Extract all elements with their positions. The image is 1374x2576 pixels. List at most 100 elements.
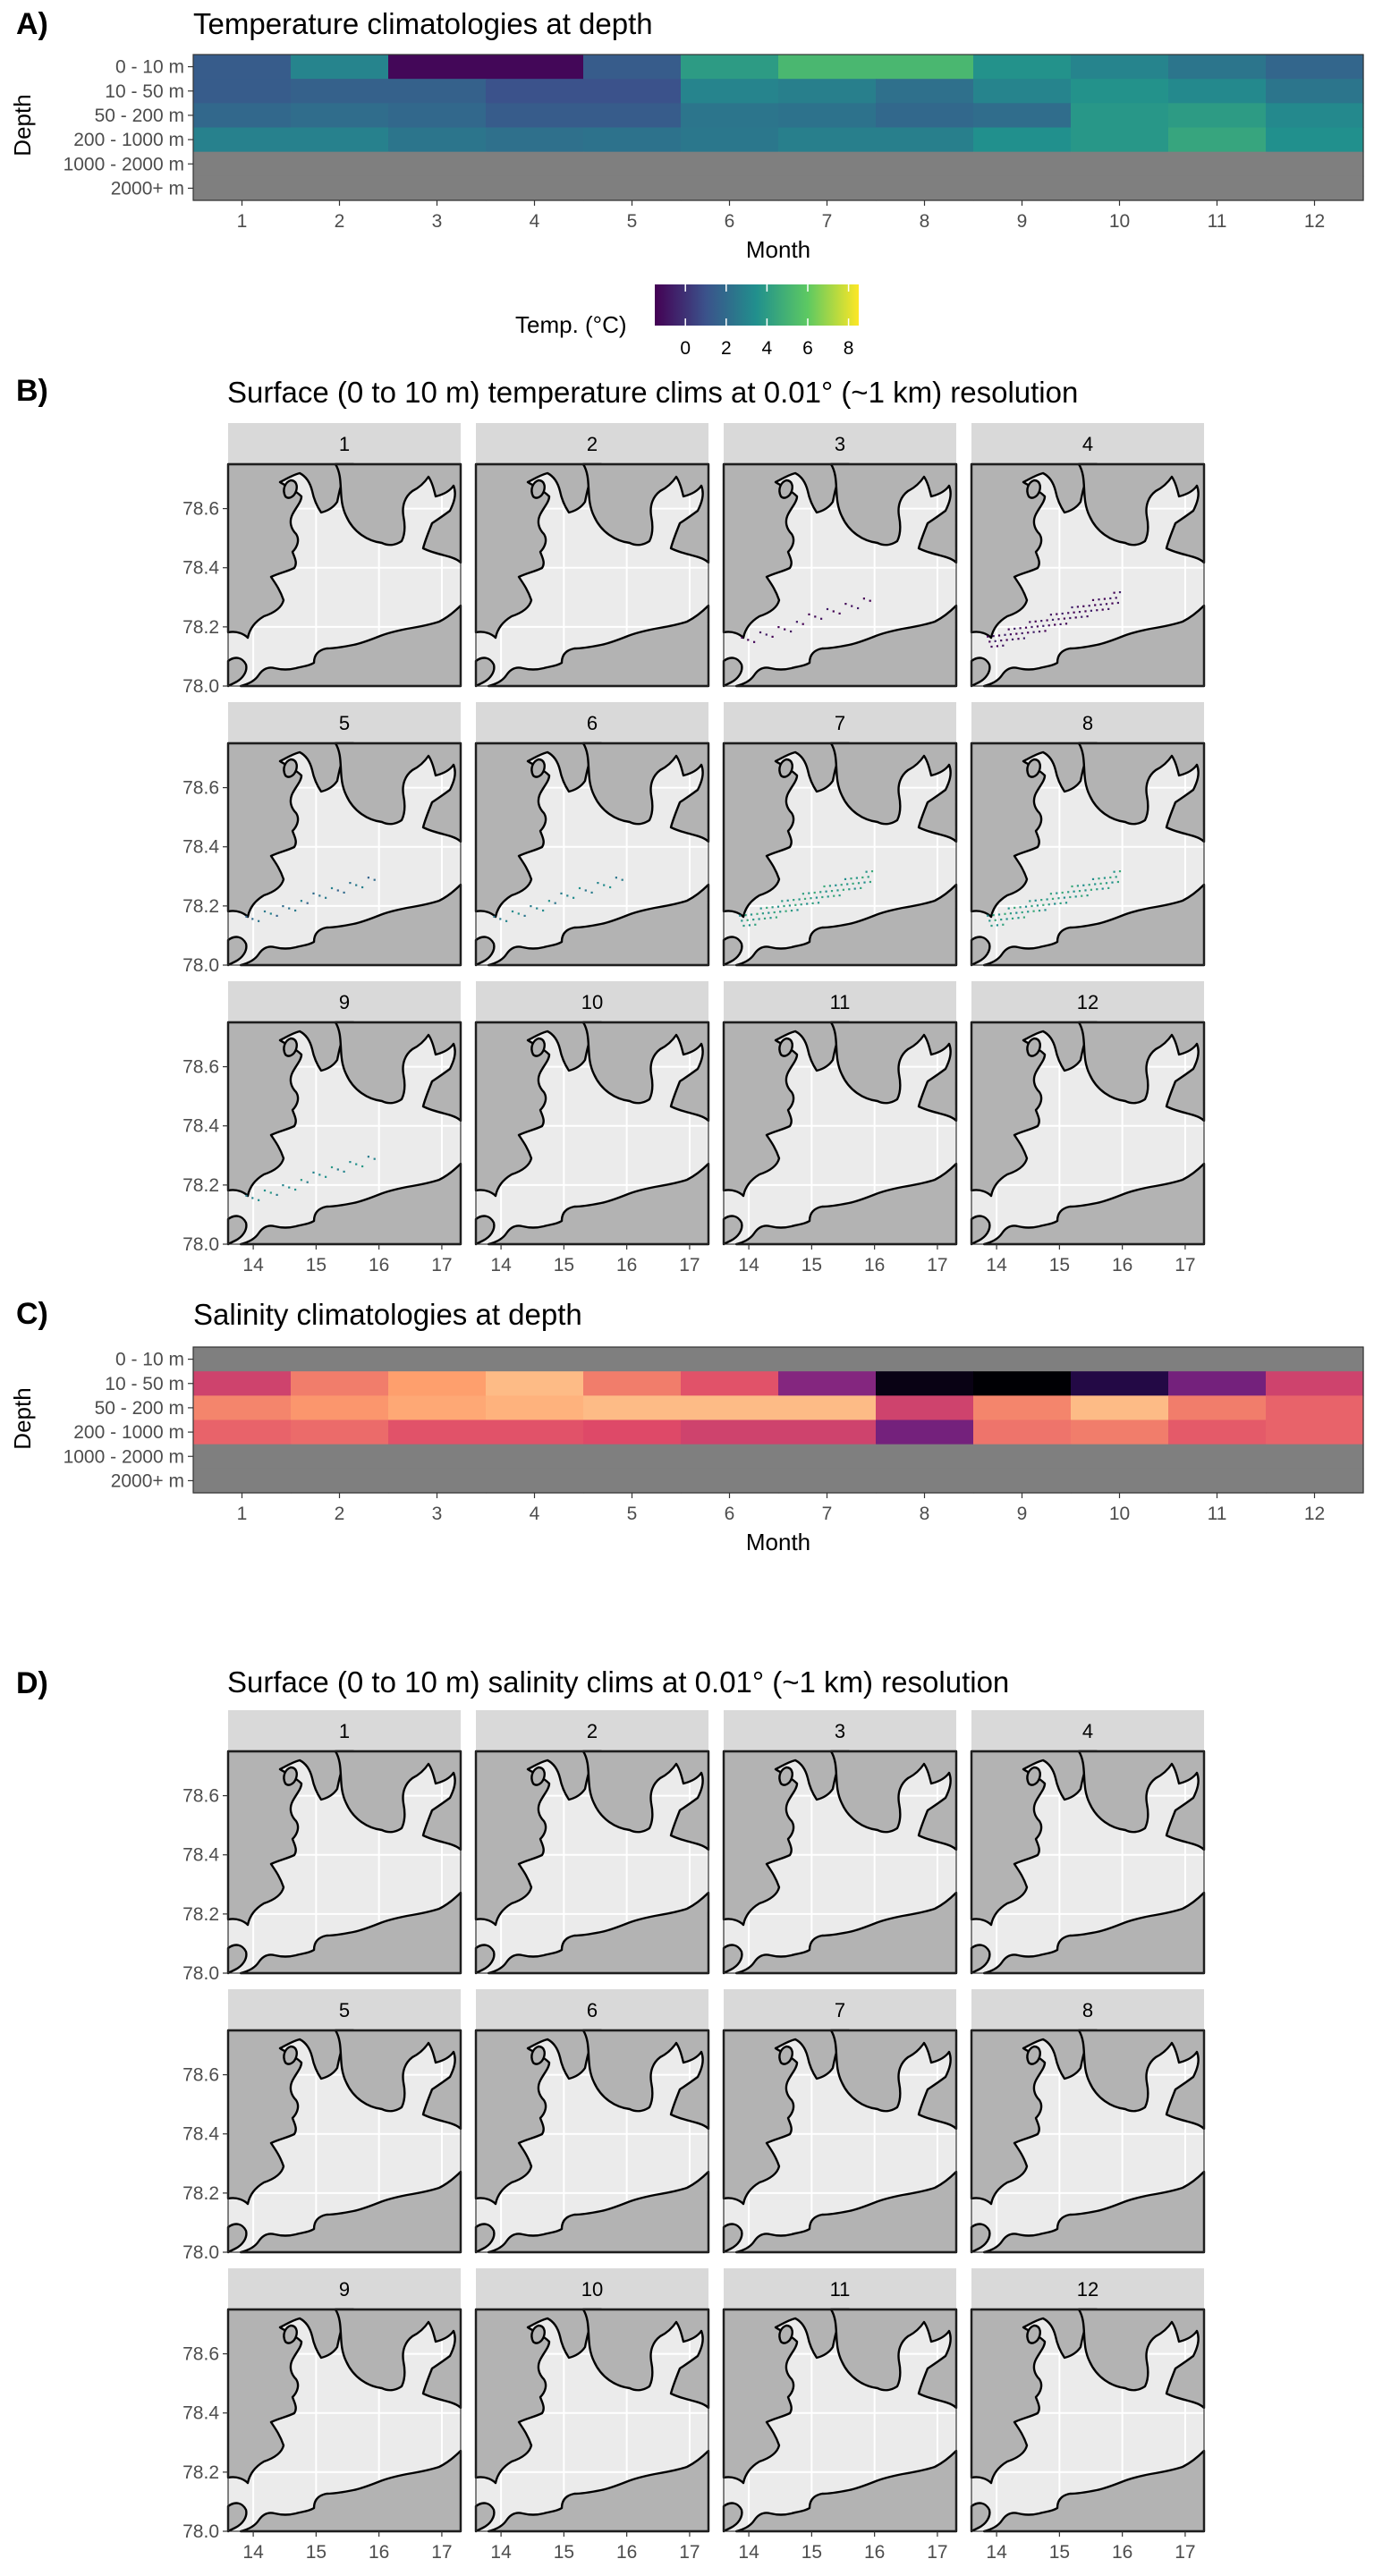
temperature-map-data-point <box>747 639 750 641</box>
temperature-map-data-point <box>759 907 762 910</box>
temperature-map-facet: 4 <box>970 423 1206 688</box>
temperature-map-island <box>778 479 793 499</box>
temperature-heatmap-cell <box>973 127 1072 153</box>
temperature-heatmap-cell <box>681 127 779 153</box>
salinity-heatmap-x-tick-label: 1 <box>237 1504 248 1524</box>
salinity-heatmap-y-tick-label: 1000 - 2000 m <box>64 1446 184 1467</box>
salinity-map-facet-frame <box>227 2309 462 2532</box>
temperature-map-data-point <box>523 914 526 917</box>
salinity-map-facet: 1 78.6 78.4 78.2 78.0 <box>182 1710 462 1984</box>
salinity-map-land <box>1077 2308 1206 2410</box>
salinity-map-land <box>829 1750 958 1852</box>
temperature-map-data-point <box>1046 898 1048 901</box>
salinity-heatmap-cell <box>486 1444 584 1470</box>
salinity-map-island <box>530 2045 546 2065</box>
panel-label-a: A) <box>16 7 48 41</box>
temperature-map-y-tick-label: 78.0 <box>182 955 219 976</box>
temperature-heatmap-x-tick-label: 8 <box>920 211 930 232</box>
temperature-map-facet-label: 1 <box>339 433 350 455</box>
temperature-map-data-point <box>263 910 267 913</box>
temperature-map-data-point <box>1076 885 1079 887</box>
salinity-map-facet-label: 6 <box>587 1999 598 2021</box>
temperature-map-data-point <box>306 902 309 904</box>
temperature-map-data-point <box>1099 603 1102 606</box>
temperature-heatmap-cell <box>1266 55 1364 80</box>
salinity-map-x-tick-label: 17 <box>927 2542 947 2563</box>
salinity-map-island <box>283 2045 298 2065</box>
salinity-heatmap-cell <box>1168 1444 1267 1470</box>
temperature-heatmap-cell <box>876 151 974 177</box>
salinity-heatmap-cell <box>681 1419 779 1445</box>
salinity-heatmap-cell <box>1071 1371 1169 1396</box>
salinity-map-land <box>734 2449 958 2533</box>
temperature-heatmap-cell <box>1168 151 1267 177</box>
salinity-map-x-tick-label: 16 <box>864 2542 885 2563</box>
temperature-map-island <box>283 479 298 499</box>
salinity-map-island <box>530 1766 546 1786</box>
temperature-heatmap-cell <box>193 127 292 153</box>
temperature-map-data-point <box>1071 606 1073 609</box>
salinity-map-facet-frame <box>723 2029 957 2253</box>
temperature-map-facet-strip <box>228 423 461 464</box>
salinity-map-facet-label: 3 <box>835 1720 845 1742</box>
temperature-heatmap-cell <box>486 151 584 177</box>
temperature-map-data-point <box>765 633 768 636</box>
salinity-map-x-tick-label: 14 <box>242 2542 264 2563</box>
salinity-map-land <box>581 2308 710 2410</box>
temperature-map-data-point <box>1044 909 1047 911</box>
salinity-map-y-tick-label: 78.0 <box>182 2242 219 2263</box>
temperature-map-data-point <box>1005 639 1008 641</box>
salinity-map-land <box>970 2308 1098 2485</box>
temperature-heatmap-x-tick-label: 6 <box>725 211 735 232</box>
temperature-map-data-point <box>1040 620 1043 623</box>
temperature-map-facet-strip <box>476 423 708 464</box>
salinity-map-x-tick-label: 14 <box>986 2542 1007 2563</box>
salinity-map-facet-strip <box>971 1989 1204 2030</box>
salinity-heatmap-cell <box>778 1468 877 1494</box>
temperature-map-land <box>829 1021 958 1123</box>
temperature-heatmap-cell <box>973 79 1072 104</box>
salinity-heatmap-cell <box>778 1444 877 1470</box>
temperature-heatmap-cell <box>1071 127 1169 153</box>
temperature-map-data-point <box>857 606 860 610</box>
temperature-map-facet-strip <box>724 702 956 743</box>
temperature-map-data-point <box>361 886 364 889</box>
salinity-heatmap-cell <box>778 1419 877 1445</box>
salinity-heatmap-cell <box>1071 1468 1169 1494</box>
salinity-map-land <box>474 2029 603 2206</box>
temperature-map-data-point <box>312 892 315 894</box>
salinity-map-facet-label: 11 <box>830 2278 851 2301</box>
salinity-map-facet: 4 <box>970 1710 1206 1975</box>
temperature-map-land <box>1077 1021 1206 1123</box>
salinity-map-land <box>334 2029 462 2131</box>
temperature-map-data-point <box>306 1181 309 1183</box>
temperature-map-data-point <box>742 924 745 928</box>
temperature-map-data-point <box>1101 887 1104 890</box>
temperature-map-data-point <box>505 919 508 922</box>
panel-label-b: B) <box>16 374 48 408</box>
temperature-heatmap-x-tick-label: 2 <box>335 211 345 232</box>
salinity-map-facet-frame <box>227 1750 462 1974</box>
temperature-heatmap-cell <box>583 151 682 177</box>
salinity-map-land <box>722 2223 743 2254</box>
temperature-map-data-point <box>1088 605 1090 607</box>
salinity-map-island <box>1026 1766 1041 1786</box>
temperature-map-data-point <box>1074 616 1077 619</box>
temperature-map-land <box>1077 462 1206 564</box>
temperature-heatmap-cell <box>193 79 292 104</box>
salinity-map-x-tick-label: 15 <box>554 2542 574 2563</box>
salinity-map-land <box>970 1944 991 1975</box>
temperature-map-data-point <box>773 911 776 914</box>
temperature-map-data-point <box>840 884 843 886</box>
temperature-legend-tick-label: 6 <box>802 338 813 359</box>
temperature-heatmap-cell <box>778 79 877 104</box>
temperature-map-data-point <box>771 635 774 638</box>
temperature-map-data-point <box>779 911 782 913</box>
temperature-map-data-point <box>1094 883 1097 886</box>
temperature-map-data-point <box>1014 906 1016 909</box>
salinity-heatmap-cell <box>973 1444 1072 1470</box>
salinity-heatmap-cell <box>876 1419 974 1445</box>
temperature-map-island <box>530 1037 546 1057</box>
salinity-heatmap-cell <box>1071 1395 1169 1421</box>
temperature-map-data-point <box>784 628 786 631</box>
